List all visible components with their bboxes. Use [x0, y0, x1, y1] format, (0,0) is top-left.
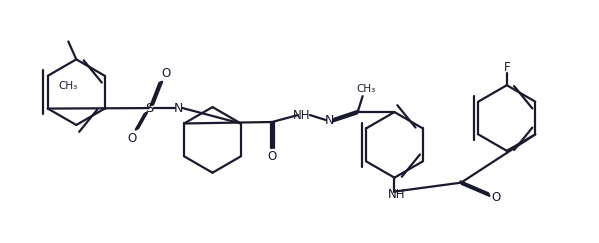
Text: F: F: [504, 61, 510, 74]
Text: O: O: [161, 67, 170, 80]
Text: O: O: [128, 132, 137, 145]
Text: O: O: [491, 191, 501, 204]
Text: NH: NH: [294, 109, 311, 122]
Text: N: N: [325, 113, 334, 127]
Text: NH: NH: [388, 188, 405, 201]
Text: CH₃: CH₃: [59, 81, 78, 91]
Text: CH₃: CH₃: [356, 84, 375, 94]
Text: N: N: [174, 102, 183, 115]
Text: S: S: [145, 102, 153, 115]
Text: O: O: [268, 150, 277, 163]
